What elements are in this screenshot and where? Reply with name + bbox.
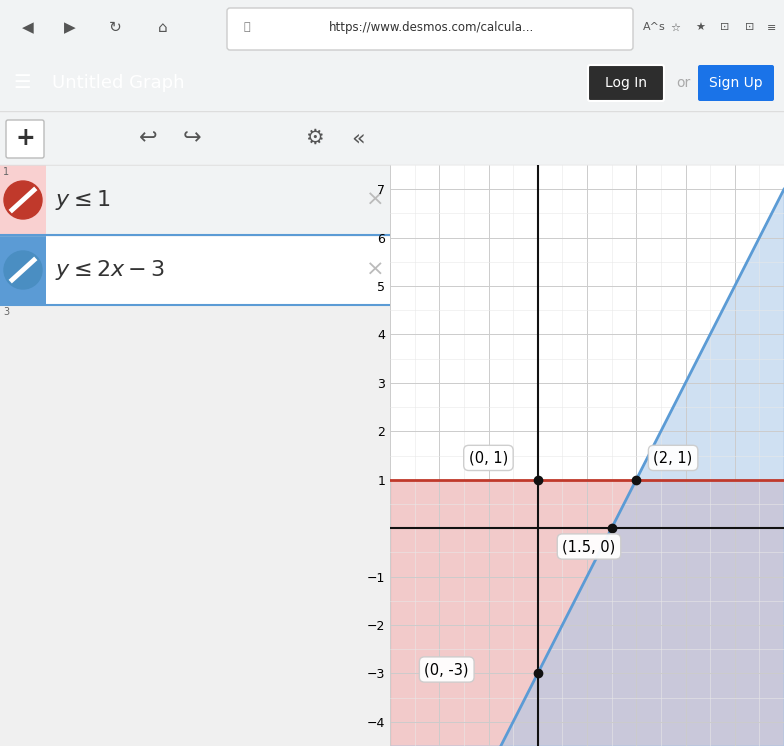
Text: ▶: ▶: [64, 20, 76, 35]
Text: ★: ★: [695, 22, 705, 33]
Bar: [0, 305, 390, 746]
Text: (0, -3): (0, -3): [424, 662, 469, 677]
Text: or: or: [676, 76, 690, 90]
Text: 1: 1: [3, 167, 9, 177]
FancyBboxPatch shape: [6, 120, 44, 158]
Text: ☆: ☆: [670, 22, 680, 33]
Text: ↪: ↪: [183, 128, 201, 148]
Text: ☰: ☰: [13, 74, 31, 93]
Text: ⊡: ⊡: [720, 22, 730, 33]
Text: 3: 3: [3, 307, 9, 317]
Text: (2, 1): (2, 1): [654, 451, 693, 466]
FancyBboxPatch shape: [698, 65, 774, 101]
Text: (0, 1): (0, 1): [469, 451, 508, 466]
FancyBboxPatch shape: [588, 65, 664, 101]
Text: 2: 2: [3, 237, 9, 247]
Text: «: «: [351, 128, 365, 148]
Text: ⊡: ⊡: [746, 22, 755, 33]
Text: 🔒: 🔒: [244, 22, 251, 33]
Text: Log In: Log In: [605, 76, 647, 90]
Text: ◀: ◀: [22, 20, 34, 35]
Text: https://www.desmos.com/calcula...: https://www.desmos.com/calcula...: [329, 21, 535, 34]
Text: ≡: ≡: [768, 22, 777, 33]
Circle shape: [4, 251, 42, 289]
Text: ⚙: ⚙: [305, 128, 323, 148]
Bar: [0, 235, 46, 305]
Text: ×: ×: [365, 190, 384, 210]
Text: ↩: ↩: [139, 128, 158, 148]
Bar: [0, 165, 46, 235]
Text: ×: ×: [365, 260, 384, 280]
Text: Untitled Graph: Untitled Graph: [52, 74, 184, 92]
Circle shape: [4, 181, 42, 219]
Text: ↻: ↻: [109, 20, 122, 35]
Text: $y \leq 2x - 3$: $y \leq 2x - 3$: [55, 258, 165, 282]
Text: ⌂: ⌂: [158, 20, 168, 35]
Text: $y \leq 1$: $y \leq 1$: [55, 188, 111, 212]
Text: Sign Up: Sign Up: [710, 76, 763, 90]
Text: (1.5, 0): (1.5, 0): [562, 539, 615, 554]
Bar: [0, 235, 390, 305]
Text: A^s: A^s: [643, 22, 666, 33]
Text: +: +: [15, 126, 34, 150]
FancyBboxPatch shape: [227, 8, 633, 50]
